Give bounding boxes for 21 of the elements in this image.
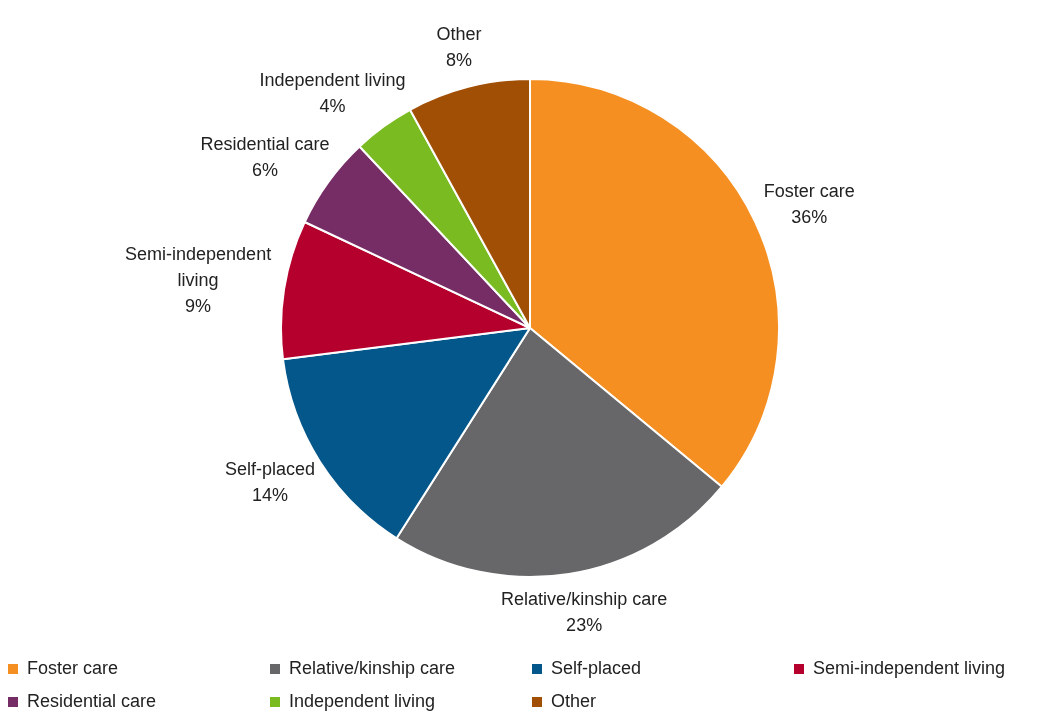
legend-label: Foster care [27, 658, 119, 679]
legend-label: Residential care [27, 691, 157, 712]
slice-label: Other [436, 24, 482, 45]
data-label: 14% [251, 484, 288, 505]
legend-label: Semi-independent living [813, 658, 1006, 679]
data-label: 9% [185, 295, 212, 316]
data-label: 6% [252, 160, 279, 181]
slice-label: Foster care [763, 180, 855, 201]
legend-label: Other [551, 691, 597, 712]
legend-label: Independent living [289, 691, 436, 712]
slice-label: Self-placed [224, 458, 315, 479]
data-label: 4% [319, 96, 346, 117]
legend-label: Self-placed [551, 658, 642, 679]
data-label: 23% [566, 615, 603, 636]
data-label: 36% [791, 206, 828, 227]
slice-label: Independent living [259, 70, 406, 91]
slice-label: Residential care [200, 134, 330, 155]
legend-label: Relative/kinship care [289, 658, 456, 679]
data-label: 8% [445, 50, 472, 71]
slice-label: Relative/kinship care [501, 589, 668, 610]
slice-label: Semi-independent living [125, 243, 272, 290]
